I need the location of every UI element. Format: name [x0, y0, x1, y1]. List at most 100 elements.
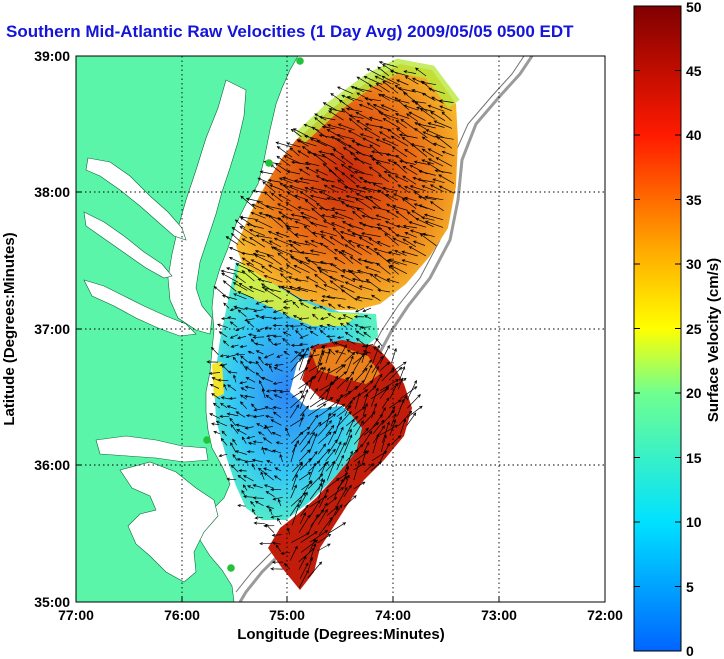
velocity-arrow — [213, 285, 230, 300]
velocity-arrow — [298, 168, 311, 176]
velocity-arrow — [363, 364, 373, 383]
velocity-arrow — [309, 221, 328, 228]
velocity-arrow — [272, 496, 283, 501]
velocity-arrow — [277, 498, 282, 507]
velocity-arrow — [209, 384, 220, 389]
velocity-arrow — [271, 560, 284, 564]
velocity-arrow — [328, 275, 345, 283]
velocity-arrow — [209, 413, 220, 419]
velocity-arrow — [346, 449, 359, 462]
velocity-arrow — [229, 321, 238, 328]
velocity-arrow — [318, 413, 337, 427]
x-tick-label: 72:00 — [587, 607, 623, 623]
velocity-arrow — [275, 441, 283, 445]
velocity-arrow — [378, 174, 390, 183]
velocity-arrow — [297, 206, 310, 212]
velocity-arrow — [292, 301, 300, 309]
velocity-arrow — [288, 285, 308, 292]
velocity-arrow — [298, 298, 308, 303]
velocity-arrow — [231, 226, 248, 239]
velocity-arrow — [254, 254, 274, 265]
velocity-arrow — [354, 297, 363, 302]
velocity-arrow — [326, 323, 336, 328]
velocity-arrow — [282, 337, 291, 346]
velocity-arrow — [349, 174, 362, 184]
velocity-arrow — [257, 278, 272, 284]
velocity-arrow — [317, 543, 331, 552]
y-tick-label: 35:00 — [34, 594, 70, 610]
velocity-arrow — [210, 422, 220, 426]
velocity-arrow — [266, 334, 275, 338]
velocity-arrow — [269, 507, 273, 516]
velocity-arrow — [386, 203, 398, 211]
velocity-arrow — [266, 460, 273, 464]
velocity-arrow — [337, 123, 355, 131]
velocity-arrow — [424, 220, 444, 228]
velocity-arrow — [320, 235, 335, 246]
velocity-arrow — [358, 285, 374, 291]
velocity-arrow — [297, 286, 318, 293]
velocity-arrow — [240, 355, 248, 363]
velocity-arrow — [263, 472, 274, 481]
velocity-arrow — [250, 338, 256, 345]
velocity-arrow — [345, 355, 354, 374]
velocity-arrow — [264, 288, 282, 300]
velocity-arrow — [421, 232, 435, 238]
velocity-arrow — [237, 309, 247, 317]
radar-station — [203, 436, 211, 444]
velocity-arrow — [261, 377, 273, 383]
velocity-arrow — [325, 424, 335, 436]
velocity-arrow — [430, 111, 446, 121]
velocity-arrow — [291, 532, 310, 543]
velocity-arrow — [289, 324, 301, 328]
y-tick-label: 37:00 — [34, 321, 70, 337]
velocity-arrow — [336, 376, 349, 390]
velocity-arrow — [285, 427, 290, 437]
velocity-arrow — [265, 394, 273, 401]
velocity-arrow — [327, 522, 347, 534]
velocity-arrow — [235, 411, 246, 418]
velocity-arrow — [217, 378, 229, 382]
velocity-arrow — [256, 327, 265, 332]
velocity-arrow — [308, 538, 316, 553]
velocity-arrow — [371, 402, 378, 419]
velocity-arrow — [364, 97, 382, 102]
velocity-arrow — [251, 403, 257, 410]
velocity-arrow — [323, 184, 337, 193]
velocity-arrow — [237, 291, 255, 299]
velocity-arrow — [382, 186, 398, 192]
velocity-arrow — [279, 453, 283, 463]
velocity-arrow — [307, 403, 327, 417]
velocity-arrow — [379, 385, 390, 400]
velocity-arrow — [318, 406, 333, 417]
velocity-arrow — [369, 273, 381, 283]
velocity-arrow — [344, 474, 350, 488]
velocity-arrow — [244, 460, 255, 464]
velocity-arrow — [300, 381, 308, 400]
velocity-arrow — [355, 338, 365, 345]
velocity-arrow — [241, 251, 255, 256]
velocity-arrow — [230, 442, 237, 453]
velocity-arrow — [319, 329, 326, 336]
velocity-arrow — [319, 230, 337, 237]
colorbar: 0 5 10 15 20 25 30 35 40 45 50 Surface V… — [633, 0, 722, 659]
velocity-arrow — [316, 139, 336, 149]
velocity-arrow — [362, 402, 368, 416]
velocity-arrow — [260, 315, 273, 319]
velocity-arrow — [298, 426, 311, 436]
velocity-arrow — [279, 267, 293, 275]
velocity-arrow — [394, 113, 410, 119]
velocity-arrow — [222, 280, 237, 292]
velocity-arrow — [418, 204, 436, 212]
velocity-arrow — [398, 366, 406, 381]
velocity-arrow — [335, 442, 346, 462]
velocity-arrow — [390, 413, 397, 427]
velocity-arrow — [255, 360, 264, 372]
velocity-arrow — [354, 367, 368, 383]
velocity-arrow — [420, 80, 435, 93]
velocity-arrow — [283, 155, 302, 165]
velocity-arrow — [400, 386, 418, 399]
velocity-arrow — [404, 148, 417, 158]
velocity-arrow — [389, 382, 398, 399]
velocity-arrow — [254, 219, 273, 229]
